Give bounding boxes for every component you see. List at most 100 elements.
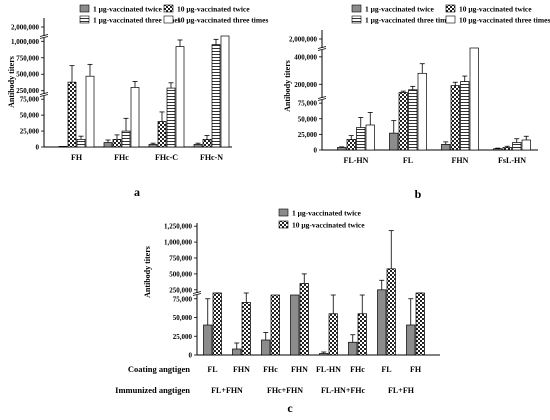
bar xyxy=(493,148,503,151)
x-category-label: FHc-C xyxy=(155,153,178,162)
legend-label: 10 μg-vaccinated twice xyxy=(292,221,365,230)
legend-label: 10 μg-vaccinated three times xyxy=(177,16,268,25)
y-tick-label: 500,000 xyxy=(169,270,192,278)
immunized-antigen-label: FL+FHN xyxy=(211,386,243,395)
immunized-antigen-label: FL-HN+FHc xyxy=(321,386,366,395)
y-tick-label: 50,000 xyxy=(298,115,318,123)
legend-swatch xyxy=(278,208,289,217)
legend-swatch xyxy=(278,220,289,229)
axis-break-gap xyxy=(318,48,326,50)
axis-break-mark xyxy=(39,94,49,97)
legend-label: 10 μg-vaccinated twice xyxy=(459,5,532,14)
y-tick-label: 0 xyxy=(314,147,318,155)
bar xyxy=(389,132,399,151)
bar xyxy=(328,313,338,356)
axis-break-gap xyxy=(193,293,201,295)
bar xyxy=(261,339,271,356)
bar xyxy=(203,324,213,356)
legend-swatch xyxy=(445,15,456,24)
bar xyxy=(386,268,396,356)
axis-break-mark xyxy=(39,36,49,39)
coating-antigen-label: FL xyxy=(207,365,217,374)
legend-swatch xyxy=(351,15,362,24)
y-tick-label: 50,000 xyxy=(20,112,40,120)
y-tick-label: 1,000,000 xyxy=(11,38,40,46)
y-tick-label: 75,000 xyxy=(20,96,40,104)
bar xyxy=(130,87,140,148)
panel-label: b xyxy=(415,187,422,201)
y-axis-title: Antibody titers xyxy=(7,56,16,108)
y-tick-label: 250,000 xyxy=(169,286,192,294)
bar xyxy=(408,89,418,151)
bar xyxy=(512,142,522,151)
bar xyxy=(270,294,280,356)
y-tick-label: 2,000,000 xyxy=(11,24,40,32)
bar xyxy=(166,87,176,148)
bar xyxy=(365,124,375,151)
bar xyxy=(76,139,86,148)
bar xyxy=(319,353,329,356)
y-tick-label: 1,000,000 xyxy=(164,239,193,247)
legend-label: 10 μg-vaccinated three times xyxy=(459,16,550,25)
bar xyxy=(121,130,131,148)
bar xyxy=(202,139,212,148)
axis-break-mark xyxy=(317,48,327,51)
x-category-label: FHN xyxy=(452,156,469,165)
bar xyxy=(85,75,95,148)
bar xyxy=(406,324,416,356)
bar xyxy=(148,144,158,148)
y-tick-label: 0 xyxy=(189,352,193,360)
legend-swatch xyxy=(351,4,362,13)
y-tick-label: 75,000 xyxy=(173,295,193,303)
legend-label: 10 μg-vaccinated twice xyxy=(177,5,250,14)
bar xyxy=(450,85,460,151)
legend-swatch xyxy=(163,4,174,13)
axis-break-gap xyxy=(40,36,48,38)
bar xyxy=(398,92,408,151)
chart-panel-b: 0 25,000 50,000 75,000 200,000 400,000 2,000,0… xyxy=(283,5,550,202)
bar xyxy=(290,294,300,356)
y-tick-label: 2,000,000 xyxy=(289,36,318,44)
axis-break-gap xyxy=(40,94,48,96)
coating-antigen-label: FHc xyxy=(263,365,278,374)
bar xyxy=(112,139,122,148)
immunized-antigen-row-title: Immunized angtigen xyxy=(115,385,190,395)
y-tick-label: 200,000 xyxy=(294,81,317,89)
y-tick-label: 25,000 xyxy=(173,333,193,341)
panel-label: a xyxy=(134,185,140,199)
legend-swatch xyxy=(445,4,456,13)
y-tick-label: 25,000 xyxy=(20,128,40,136)
bar xyxy=(441,144,451,151)
y-tick-label: 50,000 xyxy=(173,314,193,322)
bar xyxy=(356,127,366,151)
panels-layer: 025,00050,00075,000250,000500,000750,000… xyxy=(7,5,550,416)
legend-label: 1 μg-vaccinated twice xyxy=(365,5,434,14)
immunized-antigen-label: FHc+FHN xyxy=(267,386,303,395)
bar xyxy=(67,81,77,148)
y-tick-label: 1,250,000 xyxy=(164,223,193,231)
immunized-antigen-label: FL+FH xyxy=(388,386,415,395)
y-tick-label: 250,000 xyxy=(16,87,39,95)
x-category-label: FsL-HN xyxy=(498,156,526,165)
legend-label: 1 μg-vaccinated three times xyxy=(93,16,181,25)
bar xyxy=(417,72,427,151)
bar xyxy=(469,47,479,151)
y-tick-label: 500,000 xyxy=(16,71,39,79)
y-axis-title: Antibody titers xyxy=(283,60,292,112)
bar xyxy=(193,144,203,148)
bar xyxy=(346,139,356,151)
axis-break-mark xyxy=(317,96,327,99)
legend-swatch xyxy=(79,15,90,24)
bar xyxy=(415,292,425,356)
coating-antigen-label: FHN xyxy=(233,365,250,374)
axis-break-mark xyxy=(317,46,327,49)
y-tick-label: 75,000 xyxy=(298,100,318,108)
y-tick-label: 25,000 xyxy=(298,131,318,139)
x-category-label: FHc xyxy=(114,153,129,162)
bar xyxy=(211,44,221,148)
legend-swatch xyxy=(163,15,174,24)
axis-break-mark xyxy=(192,293,202,296)
coating-antigen-label: FL xyxy=(381,365,391,374)
